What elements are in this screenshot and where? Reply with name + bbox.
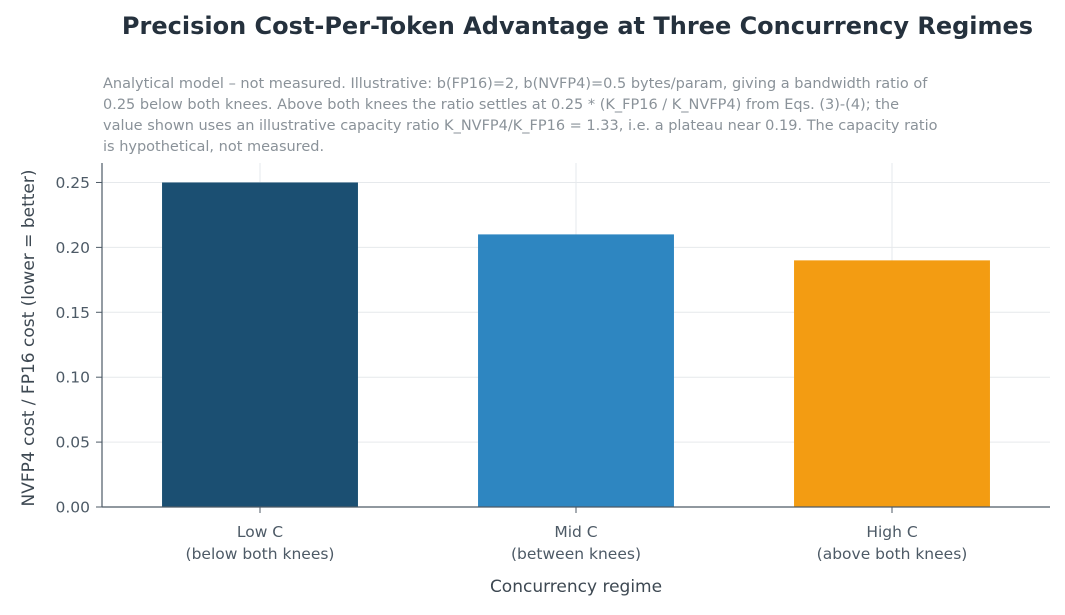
bar-mid-c — [478, 234, 674, 507]
chart-subtitle: Analytical model – not measured. Illustr… — [103, 76, 938, 155]
y-tick-label: 0.00 — [55, 499, 90, 517]
chart-title: Precision Cost-Per-Token Advantage at Th… — [121, 12, 1034, 40]
x-tick-sublabel: (above both knees) — [817, 545, 968, 563]
bars — [162, 182, 990, 508]
x-tick-sublabel: (below both knees) — [186, 545, 335, 563]
x-axis-label: Concurrency regime — [490, 577, 662, 597]
bar-high-c — [794, 260, 990, 507]
x-tick-label: Mid C — [554, 523, 597, 541]
y-tick-label: 0.05 — [55, 434, 90, 452]
x-tick-label: Low C — [237, 523, 283, 541]
y-tick-label: 0.25 — [55, 174, 90, 192]
y-tick-label: 0.10 — [55, 369, 90, 387]
y-axis-label: NVFP4 cost / FP16 cost (lower = better) — [19, 170, 39, 507]
x-tick-sublabel: (between knees) — [511, 545, 641, 563]
axes: 0.00 0.05 0.10 0.15 0.20 0.25 Low C (below both… — [55, 163, 1050, 563]
y-tick-label: 0.15 — [55, 304, 90, 322]
bar-low-c — [162, 182, 358, 508]
x-tick-label: High C — [866, 523, 917, 541]
y-tick-label: 0.20 — [55, 239, 90, 257]
